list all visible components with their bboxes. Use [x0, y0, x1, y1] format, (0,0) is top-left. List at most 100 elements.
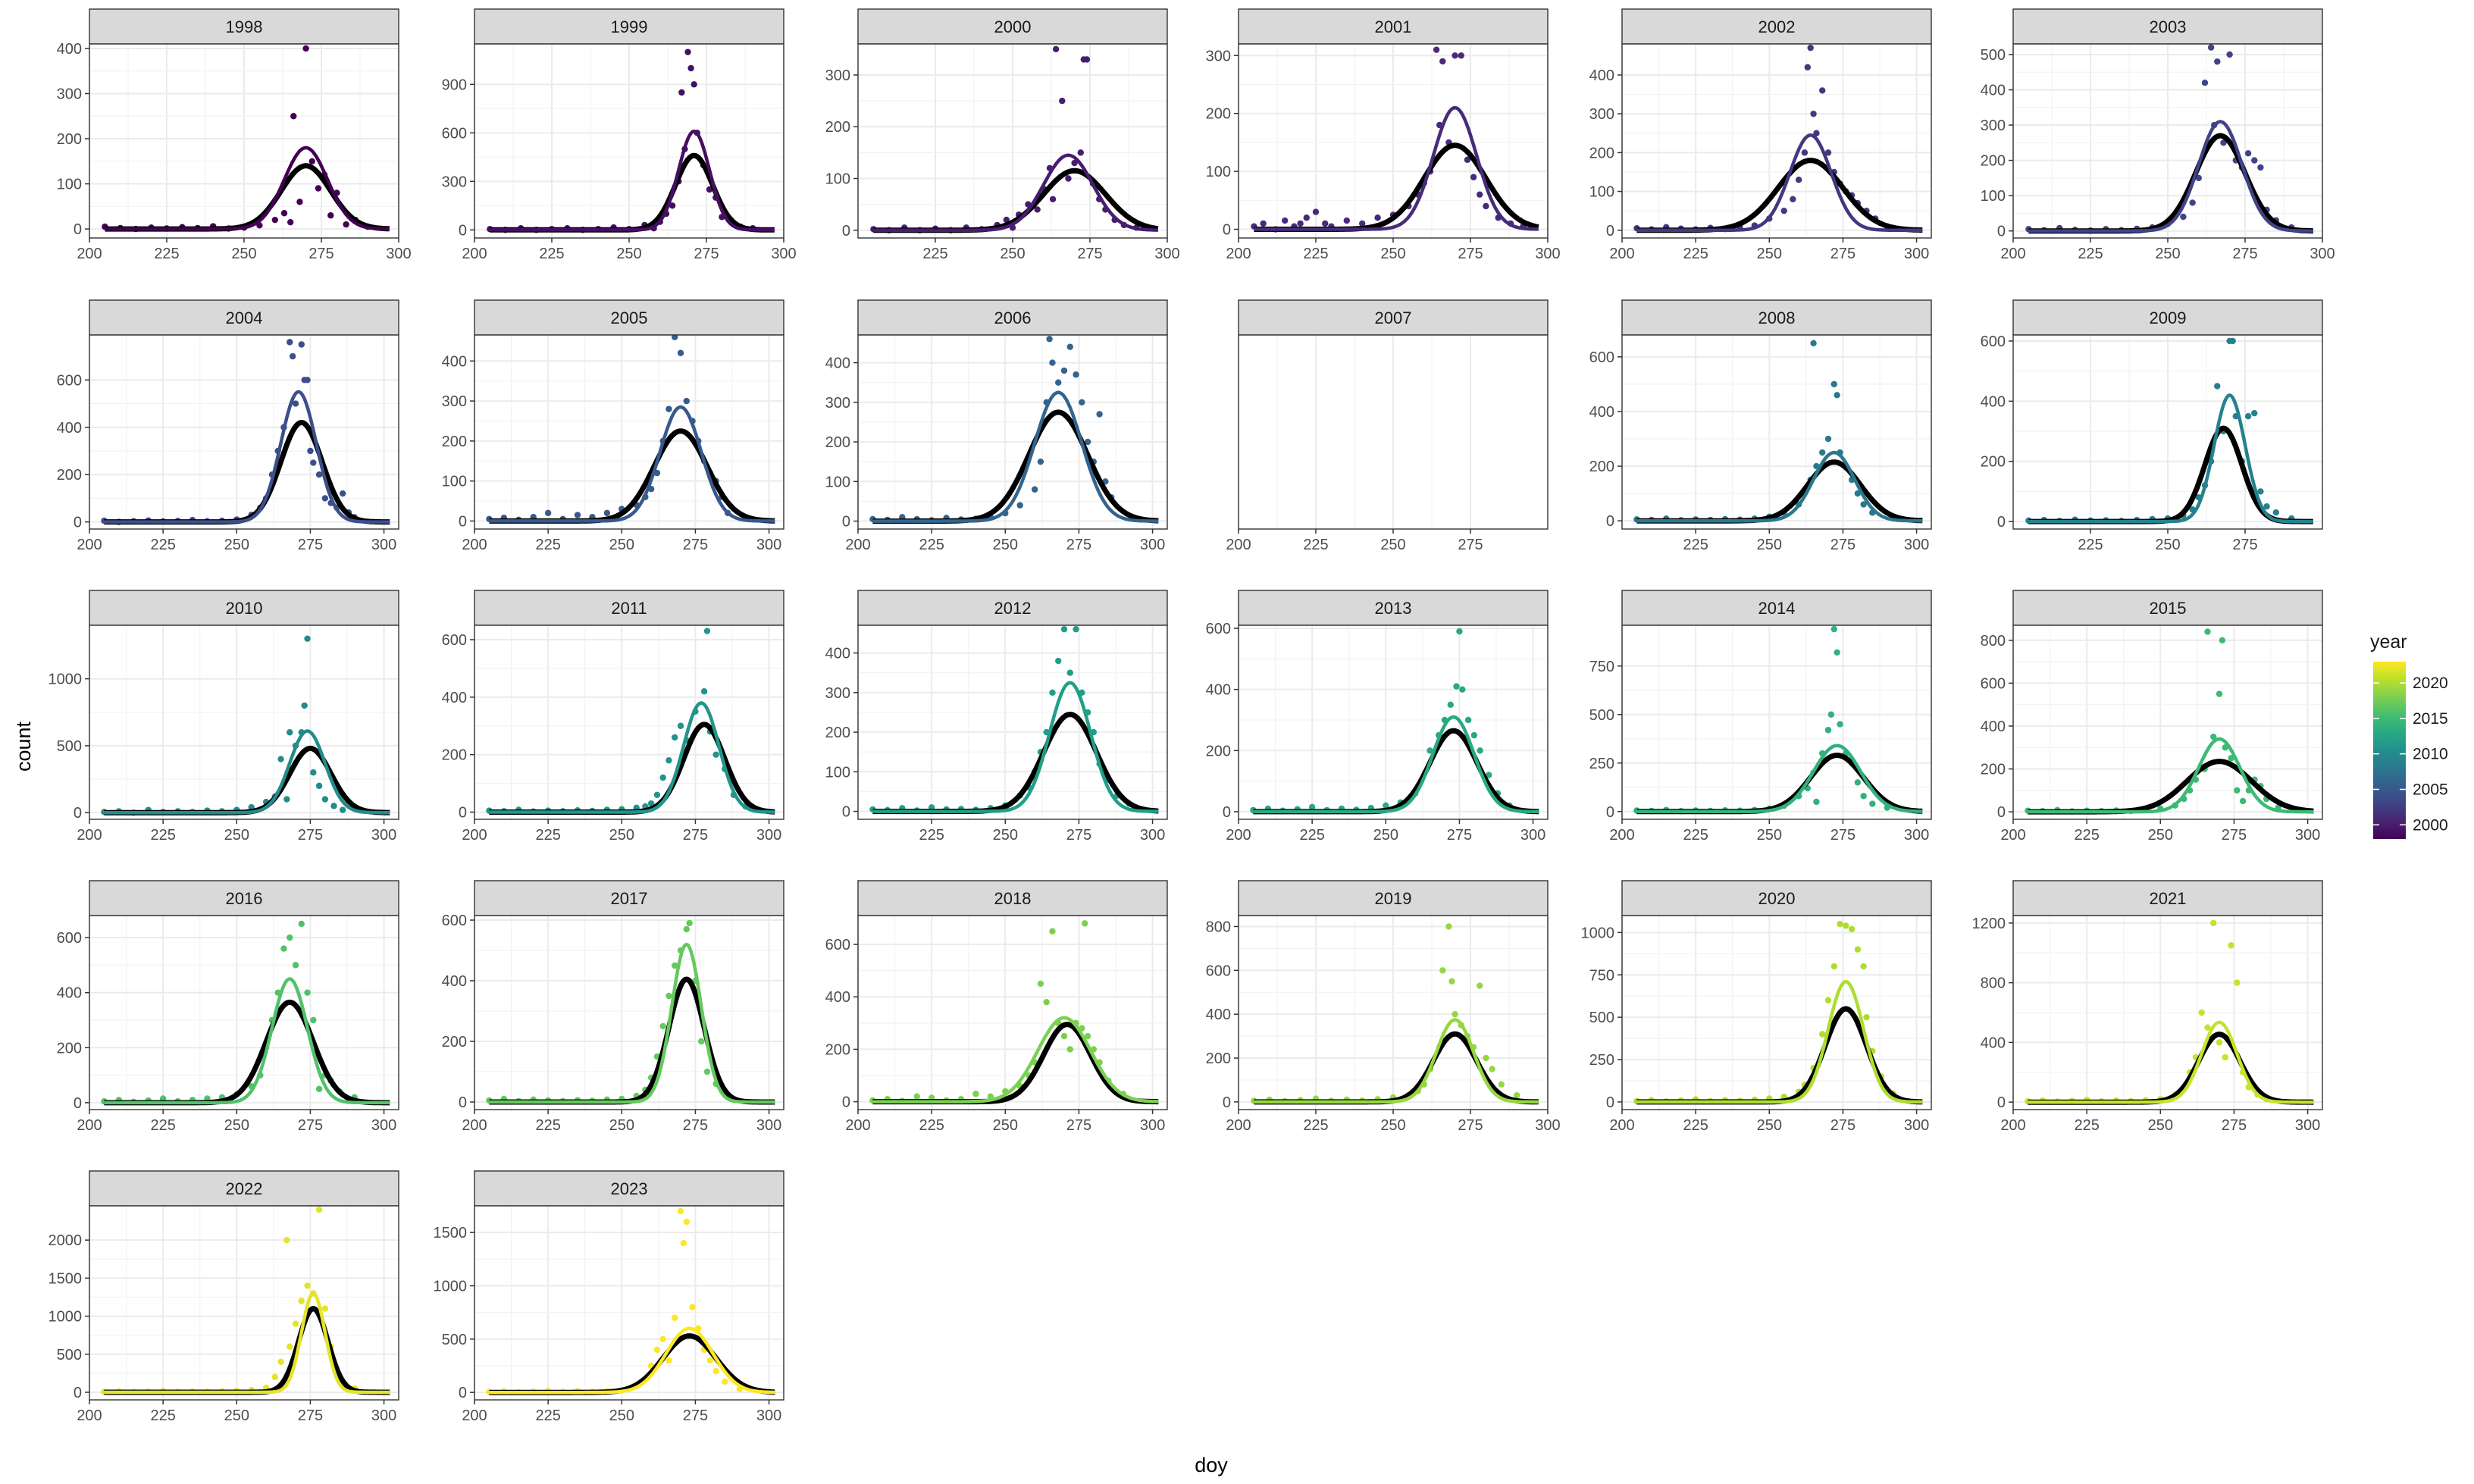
x-tick-label: 225: [922, 246, 947, 262]
x-tick-label: 200: [2000, 827, 2025, 844]
y-tick-label: 1000: [1581, 925, 1615, 941]
data-point: [283, 796, 290, 803]
data-point: [1810, 340, 1817, 347]
data-point: [2272, 509, 2279, 516]
y-tick-label: 800: [1981, 975, 2006, 992]
data-point: [1489, 1066, 1495, 1072]
y-tick-label: 100: [825, 474, 850, 490]
x-tick-label: 250: [2148, 827, 2173, 844]
data-point: [1448, 978, 1455, 985]
y-tick-label: 600: [57, 372, 82, 389]
y-tick-label: 300: [1589, 106, 1614, 123]
panel-2003: 2003 200 225 250 275 300 0 100 200 300 400 500: [1981, 8, 2335, 262]
data-point: [659, 1022, 666, 1030]
x-tick-label: 200: [77, 246, 102, 262]
panel-background: [1622, 335, 1931, 529]
data-point: [280, 945, 287, 952]
data-point: [1049, 196, 1057, 202]
x-tick-label: 250: [2155, 246, 2180, 262]
x-tick-label: 200: [462, 1407, 487, 1424]
x-tick-label: 200: [1609, 246, 1634, 262]
facet-strip-label: 2016: [226, 889, 263, 908]
panel-2019: 2019 200 225 250 275 300 0 200 400 600 800: [1206, 880, 1561, 1134]
data-point: [677, 1207, 684, 1215]
y-tick-label: 600: [1589, 349, 1614, 366]
y-tick-label: 600: [1981, 675, 2006, 692]
data-point: [2251, 409, 2258, 417]
x-tick-label: 275: [2222, 827, 2247, 844]
data-point: [1452, 52, 1458, 59]
data-point: [722, 1378, 728, 1385]
x-tick-label: 300: [756, 1117, 781, 1134]
data-point: [1813, 130, 1820, 136]
panel-2000: 2000 225 250 275 300 0 100 200 300: [825, 8, 1180, 262]
x-tick-label: 275: [694, 246, 719, 262]
data-point: [327, 212, 334, 219]
x-tick-label: 200: [2000, 246, 2025, 262]
y-tick-label: 200: [825, 434, 850, 451]
y-tick-label: 0: [1997, 224, 2006, 240]
fitted-curve-year: [873, 153, 1158, 233]
data-point: [1037, 980, 1044, 988]
y-tick-label: 200: [1206, 1050, 1231, 1067]
facet-strip: [1238, 880, 1549, 916]
data-point: [691, 81, 697, 88]
data-point: [1790, 196, 1796, 202]
data-point: [1464, 156, 1471, 164]
data-point: [665, 992, 672, 1000]
data-point: [304, 377, 311, 384]
data-point: [603, 509, 611, 517]
panel-border: [89, 915, 399, 1110]
y-tick-label: 100: [442, 474, 467, 490]
data-point: [1810, 110, 1817, 117]
y-tick-label: 0: [74, 1385, 82, 1401]
data-point: [2216, 690, 2223, 697]
y-tick-label: 600: [825, 937, 850, 953]
panel-2011: 2011 200 225 250 275 300 0 200 400 600: [442, 590, 784, 844]
data-point: [1848, 925, 1856, 933]
data-point: [1037, 458, 1044, 465]
data-point: [2228, 755, 2234, 762]
data-point: [2210, 733, 2217, 740]
y-tick-label: 400: [825, 989, 850, 1006]
data-point: [672, 335, 678, 340]
data-point: [1498, 1081, 1505, 1088]
x-tick-label: 300: [371, 1407, 396, 1424]
data-point: [2214, 58, 2221, 65]
x-tick-label: 225: [2078, 246, 2103, 262]
y-tick-label: 0: [1606, 223, 1614, 240]
panel-2002: 2002 200 225 250 275 300 0 100 200 300 400: [1589, 8, 1932, 262]
y-tick-label: 300: [442, 174, 467, 190]
x-tick-label: 275: [298, 1407, 323, 1424]
facet-strip: [474, 8, 784, 45]
fitted-curve-year: [2028, 120, 2313, 233]
facet-strip: [1238, 8, 1549, 45]
data-point: [1343, 217, 1351, 224]
data-point: [2201, 80, 2209, 86]
data-point: [574, 512, 581, 518]
y-axis-title: count: [12, 721, 35, 772]
panel-border: [89, 43, 399, 239]
y-tick-label: 200: [825, 119, 850, 136]
y-tick-label: 0: [1997, 1094, 2006, 1111]
fitted-curve-year: [1636, 450, 1923, 523]
panel-border: [89, 334, 399, 530]
data-point: [665, 405, 672, 412]
panel-border: [1238, 915, 1549, 1110]
data-point: [2216, 1039, 2223, 1046]
x-tick-label: 250: [616, 246, 641, 262]
data-point: [307, 447, 314, 455]
y-tick-label: 400: [1981, 393, 2006, 410]
panel-border: [857, 43, 1168, 239]
facet-strip-label: 2023: [611, 1179, 648, 1198]
data-point: [1260, 220, 1267, 227]
y-tick-label: 0: [74, 1095, 82, 1112]
data-point: [683, 397, 690, 405]
y-tick-label: 100: [57, 177, 82, 193]
y-tick-label: 400: [1589, 404, 1614, 421]
x-tick-label: 300: [1154, 246, 1179, 262]
x-tick-label: 275: [1066, 537, 1091, 553]
y-tick-label: 200: [825, 1041, 850, 1058]
y-tick-label: 0: [842, 514, 850, 531]
data-point: [1031, 486, 1038, 493]
